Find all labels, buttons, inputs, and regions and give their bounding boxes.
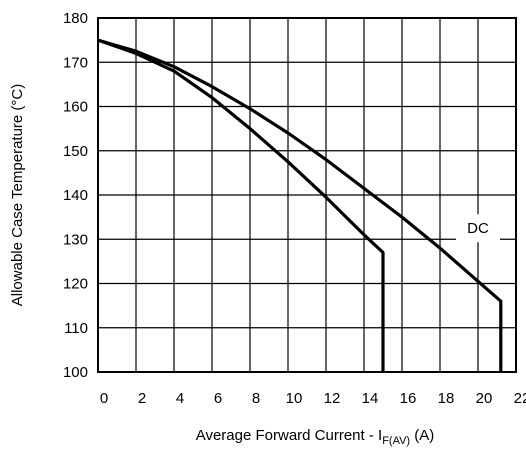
x-axis-title-subscript: F(AV): [382, 435, 410, 447]
series-line-1: [97, 38, 385, 372]
annotations: DC: [456, 214, 500, 243]
grid-layer: [98, 18, 516, 372]
x-tick-label: 8: [252, 390, 260, 407]
x-tick-label: 0: [100, 390, 108, 407]
y-tick-labels: 100 110 120 130 140 150 160 170 180: [63, 10, 88, 381]
y-tick-label: 100: [63, 364, 88, 381]
x-tick-labels: 0 2 4 6 8 10 12 14 16 18 20 22: [100, 390, 526, 407]
x-tick-label: 2: [138, 390, 146, 407]
annotation-label: DC: [467, 220, 489, 237]
y-tick-label: 170: [63, 54, 88, 71]
series-line-2: [97, 38, 503, 372]
y-tick-label: 160: [63, 99, 88, 116]
x-tick-label: 10: [286, 390, 303, 407]
y-tick-label: 120: [63, 276, 88, 293]
y-tick-label: 140: [63, 187, 88, 204]
x-tick-label: 18: [438, 390, 455, 407]
y-tick-label: 110: [64, 320, 88, 337]
y-tick-label: 180: [63, 10, 88, 27]
x-tick-label: 22: [514, 390, 526, 407]
annotation-background: [456, 214, 500, 243]
x-axis-title: Average Forward Current - IF(AV) (A): [196, 427, 435, 447]
y-tick-label: 150: [63, 143, 88, 160]
series-layer: [97, 38, 503, 372]
x-tick-label: 12: [324, 390, 341, 407]
x-tick-label: 4: [176, 390, 184, 407]
plot-frame: [97, 17, 517, 373]
y-tick-label: 130: [63, 231, 88, 248]
x-tick-label: 16: [400, 390, 417, 407]
x-tick-label: 20: [476, 390, 493, 407]
y-axis-title: Allowable Case Temperature (°C): [9, 84, 26, 306]
x-tick-label: 14: [362, 390, 379, 407]
x-tick-label: 6: [214, 390, 222, 407]
x-axis-title-unit: (A): [410, 427, 434, 444]
x-axis-title-main: Average Forward Current - I: [196, 427, 382, 444]
